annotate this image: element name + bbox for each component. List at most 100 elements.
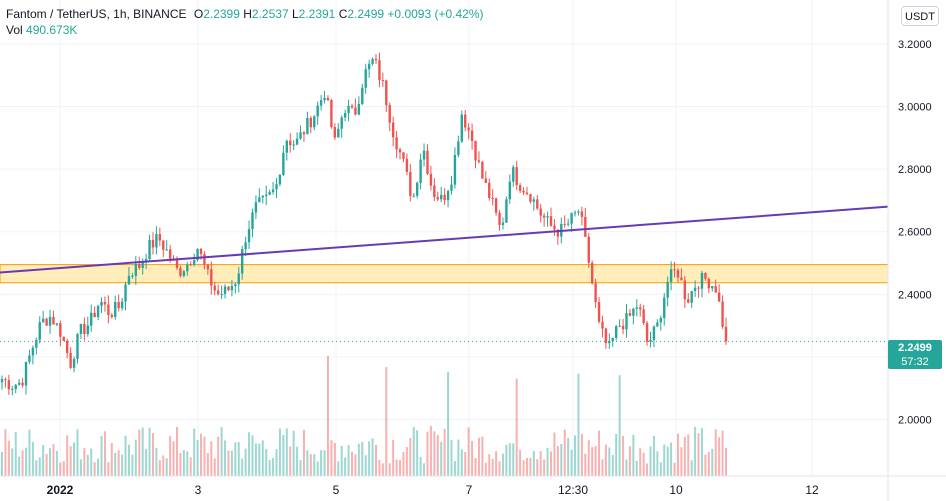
candle	[440, 194, 443, 200]
x-tick-label: 10	[669, 483, 683, 497]
candle	[258, 197, 261, 203]
volume-bar	[491, 458, 494, 476]
candle	[175, 259, 179, 268]
low-label: L	[291, 7, 299, 21]
volume-bar	[622, 435, 625, 476]
volume-bar	[162, 455, 165, 476]
volume-bar	[512, 443, 515, 476]
volume-bar	[18, 456, 21, 476]
candle	[158, 234, 162, 241]
last-price-value: 2.2499	[898, 342, 932, 354]
candle	[515, 167, 518, 186]
candle	[86, 325, 89, 334]
volume-bar	[251, 435, 254, 476]
volume-bar	[676, 433, 679, 476]
candle	[491, 197, 494, 199]
volume-bar	[282, 434, 285, 476]
volume-bar	[186, 451, 189, 476]
candle	[261, 195, 264, 198]
volume-bar	[474, 457, 477, 476]
candle	[333, 127, 337, 138]
volume-bar	[618, 375, 621, 476]
candle	[55, 323, 59, 325]
volume-bar	[340, 445, 343, 476]
candle	[251, 212, 254, 230]
volume-bar	[536, 459, 539, 476]
candle	[52, 316, 55, 325]
volume-bar	[591, 447, 594, 476]
volume-bar	[505, 444, 508, 476]
candle	[220, 293, 223, 295]
candle	[642, 309, 645, 324]
candle	[227, 286, 230, 291]
volume-value: 490.673K	[26, 23, 78, 37]
candle	[316, 105, 319, 117]
volume-bar	[103, 431, 106, 476]
candle	[577, 211, 580, 213]
currency-button[interactable]: USDT	[901, 6, 939, 26]
volume-bar	[193, 428, 196, 476]
candle	[433, 185, 436, 198]
volume-bar	[97, 458, 100, 476]
candle	[103, 301, 107, 305]
volume-bar	[14, 432, 17, 476]
volume-bar	[580, 433, 583, 476]
volume-bar	[73, 442, 76, 476]
candle	[614, 326, 618, 338]
candle	[247, 229, 251, 243]
volume-bar	[52, 444, 55, 476]
volume-bar	[35, 460, 38, 476]
volume-bar	[7, 440, 10, 476]
candle	[721, 301, 724, 327]
candle	[319, 100, 323, 106]
volume-bar	[127, 444, 130, 476]
volume-bar	[436, 435, 439, 476]
candle	[395, 137, 398, 150]
volume-bar	[584, 453, 587, 476]
volume-bar	[656, 451, 659, 476]
candle	[488, 182, 491, 198]
candle	[189, 264, 192, 266]
volume-bar	[148, 427, 151, 476]
candle	[539, 208, 542, 216]
volume-bar	[687, 434, 690, 476]
candle	[635, 307, 638, 309]
volume-bar	[488, 454, 491, 476]
candle	[114, 301, 117, 317]
volume-bar	[230, 450, 233, 476]
candle	[278, 174, 282, 185]
volume-bar	[539, 450, 542, 476]
open-label: O	[193, 7, 204, 21]
candle	[402, 152, 405, 159]
candle	[48, 316, 52, 326]
candle	[464, 114, 467, 128]
volume-bar	[663, 444, 666, 476]
volume-bar	[138, 429, 141, 476]
volume-bar	[587, 440, 590, 476]
volume-bar	[93, 462, 96, 476]
volume-bar	[333, 442, 336, 476]
candle	[494, 198, 498, 213]
candle	[501, 222, 505, 225]
volume-bar	[433, 431, 436, 476]
volume-bar	[700, 428, 703, 476]
candle	[151, 239, 155, 248]
volume-bar	[447, 371, 450, 476]
volume-bar	[477, 437, 480, 476]
volume-bar	[673, 462, 676, 476]
volume-bar	[416, 430, 419, 476]
candle	[350, 105, 354, 108]
volume-bar	[460, 449, 463, 476]
volume-bar	[639, 448, 642, 476]
volume-bar	[604, 444, 607, 476]
candle	[292, 144, 295, 146]
volume-bar	[1, 451, 3, 476]
candle	[371, 58, 374, 64]
volume-bar	[388, 463, 391, 476]
candle	[649, 340, 652, 342]
volume-bar	[704, 454, 707, 476]
candle	[216, 290, 220, 295]
volume-bar	[522, 460, 525, 476]
volume-bar	[296, 446, 299, 476]
